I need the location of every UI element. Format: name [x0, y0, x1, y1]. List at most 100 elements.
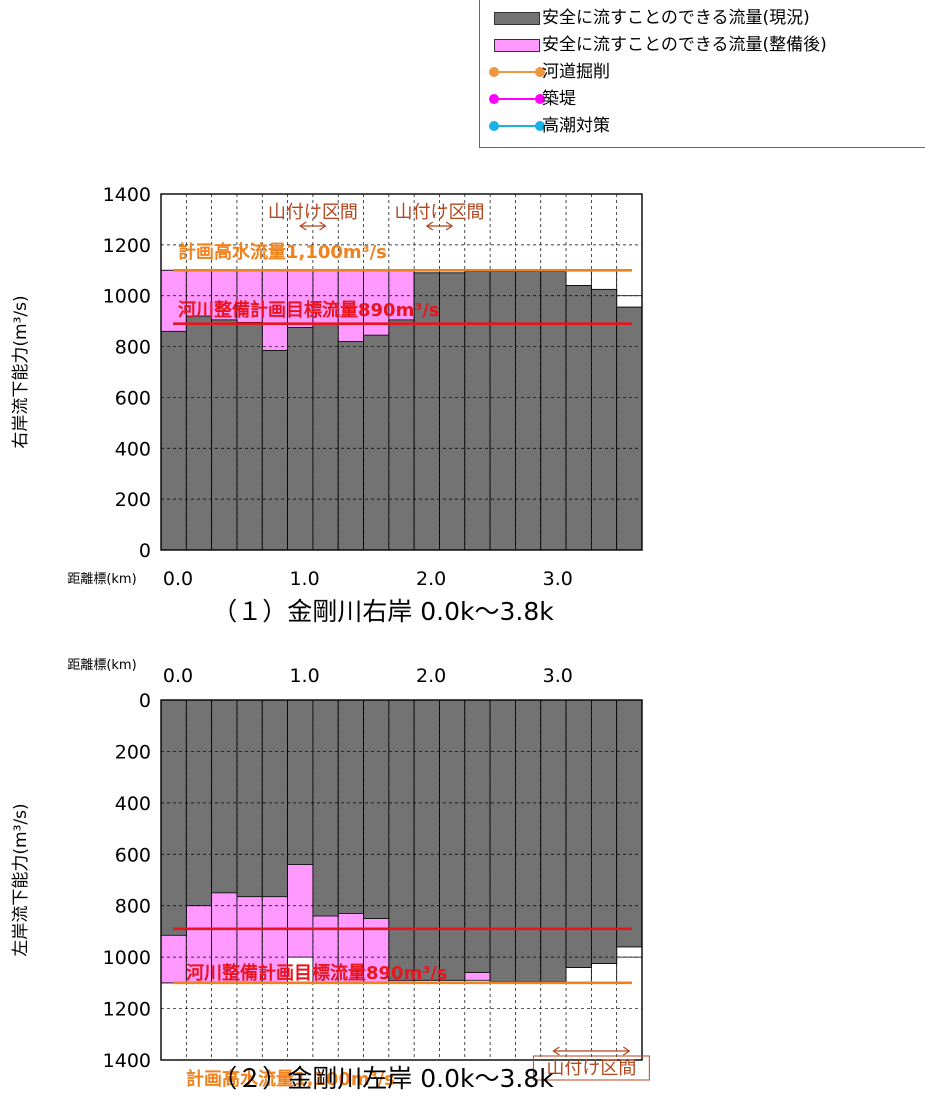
- legend-item-storm-surge: 高潮対策: [480, 115, 920, 137]
- legend-label-storm-surge: 高潮対策: [542, 116, 610, 136]
- c2-annotation-box: [532, 1055, 650, 1081]
- c2-y-tick-label: 1200: [103, 999, 151, 1021]
- legend-label-current: 安全に流すことのできる流量(現況): [542, 8, 810, 28]
- c1-bar-current: [388, 319, 415, 551]
- c2-bar-current: [464, 699, 491, 973]
- legend-item-current: 安全に流すことのできる流量(現況): [480, 7, 920, 29]
- c1-bar-current: [287, 327, 314, 551]
- legend-swatch-current: [494, 12, 540, 25]
- c2-annotation-label: 山付け区間: [546, 1058, 636, 1079]
- c2-bar-current: [287, 699, 314, 865]
- chart-legend: 安全に流すことのできる流量(現況) 安全に流すことのできる流量(整備後) 河道掘…: [479, 0, 925, 148]
- legend-label-levee: 築堤: [542, 89, 576, 109]
- c1-bar-current: [337, 341, 364, 551]
- c1-bar-current: [160, 330, 187, 551]
- legend-label-improved: 安全に流すことのできる流量(整備後): [542, 35, 827, 55]
- c1-reference-label: 河川整備計画目標流量890m³/s: [178, 299, 440, 321]
- c2-bar-current: [590, 699, 618, 964]
- c1-y-tick-label: 1200: [103, 235, 151, 257]
- legend-line-levee: [494, 98, 540, 100]
- c1-y-tick-label: 1400: [103, 184, 151, 206]
- c1-bar-current: [261, 349, 288, 551]
- c1-bar-current: [616, 306, 643, 551]
- c1-reference-label: 計画高水流量1,100m³/s: [178, 241, 387, 263]
- legend-dot-right-excavation: [535, 67, 545, 77]
- legend-dot-left-excavation: [489, 67, 499, 77]
- c1-y-tick-label: 400: [115, 438, 151, 460]
- c2-bar-current: [160, 699, 187, 936]
- c1-bar-current: [211, 319, 238, 551]
- c2-y-tick-label: 200: [115, 741, 151, 763]
- c2-y-tick-label: 400: [115, 793, 151, 815]
- legend-label-excavation: 河道掘削: [542, 62, 610, 82]
- legend-item-excavation: 河道掘削: [480, 61, 920, 83]
- c2-reference-label: 計画高水流量1,100m³/s: [186, 1068, 395, 1090]
- c1-bar-current: [312, 323, 339, 551]
- c2-bar-current: [439, 699, 466, 981]
- c1-bar-current: [439, 272, 466, 551]
- c1-bar-current: [236, 322, 263, 551]
- c2-chart-title: （２）金剛川左岸 0.0k～3.8k: [212, 1064, 554, 1093]
- c2-bar-current: [388, 699, 415, 981]
- c1-bar-current: [464, 271, 491, 551]
- c1-y-tick-label: 200: [115, 489, 151, 511]
- c1-y-tick-label: 800: [115, 337, 151, 359]
- c1-bar-current: [363, 334, 390, 551]
- c2-bar-current: [540, 699, 567, 982]
- c2-reference-label: 河川整備計画目標流量890m³/s: [186, 962, 448, 984]
- c1-chart-title: （１）金剛川右岸 0.0k～3.8k: [212, 597, 554, 626]
- c2-x-tick-label: 3.0: [543, 665, 573, 687]
- c1-bar-current: [515, 271, 542, 551]
- c1-bar-current: [565, 285, 592, 551]
- c2-bar-current: [337, 699, 364, 914]
- c1-annotation-arrowhead-right: [319, 221, 327, 231]
- c2-y-tick-label: 1400: [103, 1050, 151, 1072]
- c2-bar-current: [489, 699, 516, 982]
- c1-bar-current: [413, 272, 440, 551]
- c1-plot-frame: [160, 193, 643, 551]
- c1-annotation-label: 山付け区間: [268, 202, 358, 223]
- c2-x-tick-label: 2.0: [416, 665, 446, 687]
- c2-y-axis-label: 左岸流下能力(m³/s): [11, 803, 31, 956]
- c2-bar-current: [312, 699, 339, 917]
- legend-line-excavation: [494, 71, 540, 73]
- c1-x-axis-label: 距離標(km): [67, 572, 136, 587]
- legend-dot-left-storm-surge: [489, 121, 499, 131]
- c1-y-tick-label: 1000: [103, 286, 151, 308]
- c1-bar-current: [540, 271, 567, 551]
- legend-dot-right-levee: [535, 94, 545, 104]
- c2-y-tick-label: 1000: [103, 947, 151, 969]
- c1-annotation-arrowhead-left: [425, 221, 434, 231]
- c1-bar-current: [590, 288, 618, 551]
- c1-y-axis-label: 右岸流下能力(m³/s): [11, 295, 31, 448]
- c2-bar-current: [261, 699, 288, 898]
- c2-bar-current: [211, 699, 238, 894]
- legend-dot-left-levee: [489, 94, 499, 104]
- c1-x-tick-label: 3.0: [543, 568, 573, 590]
- c2-y-tick-label: 600: [115, 844, 151, 866]
- c1-x-tick-label: 0.0: [163, 568, 193, 590]
- c1-bar-current: [185, 315, 213, 551]
- c2-y-tick-label: 0: [139, 690, 151, 712]
- c2-x-tick-label: 1.0: [289, 665, 319, 687]
- c2-bar-current: [565, 699, 592, 968]
- legend-item-levee: 築堤: [480, 88, 920, 110]
- c1-y-tick-label: 600: [115, 387, 151, 409]
- c1-bar-current: [489, 271, 516, 551]
- c1-annotation-arrowhead-left: [299, 221, 307, 231]
- c2-annotation-arrowhead-right: [623, 1046, 631, 1056]
- c1-annotation-label: 山付け区間: [394, 202, 484, 223]
- legend-line-storm-surge: [494, 125, 540, 127]
- c2-plot-frame: [160, 699, 643, 1061]
- c2-y-tick-label: 800: [115, 896, 151, 918]
- c2-bar-current: [363, 699, 390, 919]
- c1-y-tick-label: 0: [139, 540, 151, 562]
- c2-bar-current: [616, 699, 643, 948]
- c1-annotation-arrowhead-right: [445, 221, 454, 231]
- c2-x-tick-label: 0.0: [163, 665, 193, 687]
- legend-swatch-improved: [494, 39, 540, 52]
- c2-x-axis-label: 距離標(km): [67, 658, 136, 673]
- c1-x-tick-label: 2.0: [416, 568, 446, 590]
- c2-annotation-arrowhead-left: [552, 1046, 560, 1056]
